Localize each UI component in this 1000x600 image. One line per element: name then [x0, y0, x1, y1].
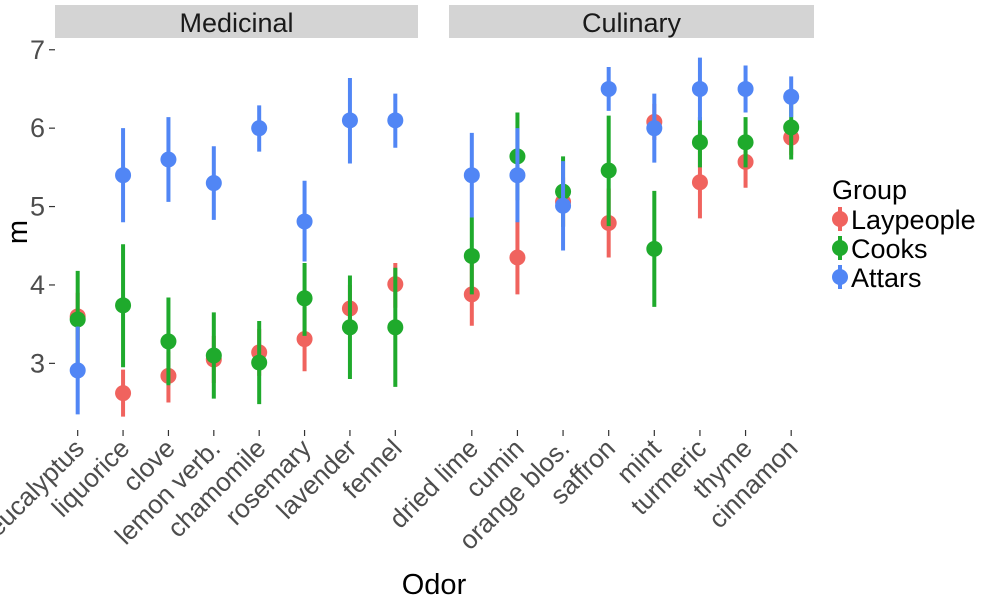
facet-strip-label: Culinary	[582, 8, 682, 38]
data-point	[509, 249, 526, 266]
x-axis-title: Odor	[402, 569, 467, 600]
data-point	[387, 112, 404, 129]
data-point	[783, 119, 800, 136]
data-point	[646, 240, 663, 257]
data-point	[737, 80, 754, 97]
data-point	[160, 151, 177, 168]
data-point	[296, 331, 313, 348]
series-attars	[463, 57, 800, 251]
y-tick-label: 7	[30, 35, 45, 65]
facet-strip	[449, 5, 814, 38]
data-point	[251, 120, 268, 137]
legend-label: Attars	[851, 263, 922, 293]
y-axis-title: m	[2, 220, 34, 244]
data-point	[600, 80, 617, 97]
data-point	[691, 174, 708, 191]
data-point	[296, 213, 313, 230]
series-cooks	[69, 244, 404, 405]
data-point	[509, 167, 526, 184]
data-point	[69, 362, 86, 379]
data-point	[691, 134, 708, 151]
data-point	[600, 162, 617, 179]
data-point	[737, 134, 754, 151]
facet-strip	[55, 5, 418, 38]
y-tick-label: 4	[30, 270, 45, 300]
y-tick-label: 5	[30, 192, 45, 222]
data-point	[205, 347, 222, 364]
data-point	[463, 167, 480, 184]
series-attars	[69, 77, 404, 415]
data-point	[463, 247, 480, 264]
y-tick-label: 6	[30, 113, 45, 143]
data-point	[296, 290, 313, 307]
y-tick-label: 3	[30, 348, 45, 378]
legend-key-point	[832, 211, 848, 227]
data-point	[341, 112, 358, 129]
legend-key-point	[832, 269, 848, 285]
data-point	[160, 333, 177, 350]
facet-strip-label: Medicinal	[179, 8, 293, 38]
y-axis: 3 4 5 6 7	[30, 35, 55, 378]
data-point	[115, 167, 132, 184]
data-point	[115, 297, 132, 314]
data-point	[555, 197, 572, 214]
legend-key-point	[832, 240, 848, 256]
legend-label: Cooks	[851, 234, 928, 264]
data-point	[251, 354, 268, 371]
data-point	[115, 385, 132, 402]
data-point	[646, 120, 663, 137]
data-point	[691, 80, 708, 97]
data-point	[205, 175, 222, 192]
legend-title: Group	[832, 175, 907, 205]
data-point	[387, 319, 404, 336]
legend-label: Laypeople	[851, 205, 976, 235]
series-laypeople	[69, 263, 404, 417]
data-point	[341, 319, 358, 336]
data-point	[69, 311, 86, 328]
data-point	[783, 88, 800, 105]
series-cooks	[463, 95, 800, 307]
